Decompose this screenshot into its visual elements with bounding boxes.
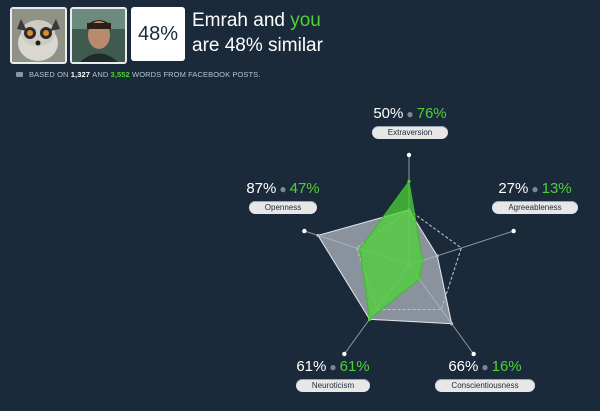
trait-label-openness[interactable]: Openness bbox=[248, 201, 318, 214]
series-friend-point-conscientiousness bbox=[450, 322, 454, 326]
trait-value-friend: 66% bbox=[448, 358, 479, 375]
and-word: and bbox=[253, 10, 285, 31]
axis-end-dot-conscientiousness bbox=[471, 351, 476, 357]
trait-neuroticism: 61% ● 61% Neuroticism bbox=[283, 358, 383, 393]
you-word: you bbox=[290, 10, 321, 31]
trait-value-user: 76% bbox=[416, 105, 447, 122]
trait-value-user: 16% bbox=[491, 358, 522, 375]
separator-dot: ● bbox=[406, 107, 414, 121]
axis-end-dot-neuroticism bbox=[342, 351, 347, 357]
separator-dot: ● bbox=[481, 360, 489, 374]
trait-openness: 87% ● 47% Openness bbox=[233, 180, 333, 215]
trait-value-user: 13% bbox=[541, 180, 572, 197]
trait-value-friend: 50% bbox=[373, 105, 404, 122]
trait-value-friend: 27% bbox=[498, 180, 529, 197]
trait-label-agreeableness[interactable]: Agreeableness bbox=[492, 201, 578, 214]
trait-label-extraversion[interactable]: Extraversion bbox=[371, 126, 449, 139]
trait-value-user: 47% bbox=[289, 180, 320, 197]
trait-value-friend: 87% bbox=[246, 180, 277, 197]
series-user-point-agreeableness bbox=[421, 258, 425, 263]
series-user-point-neuroticism bbox=[367, 317, 372, 321]
trait-label-conscientiousness[interactable]: Conscientiousness bbox=[435, 379, 535, 392]
basis-suffix: WORDS FROM FACEBOOK POSTS. bbox=[132, 70, 261, 79]
word-count-b: 3,552 bbox=[110, 70, 130, 79]
trait-conscientiousness: 66% ● 16% Conscientiousness bbox=[420, 358, 550, 393]
trait-agreeableness: 27% ● 13% Agreeableness bbox=[480, 180, 590, 215]
user-avatar[interactable] bbox=[70, 7, 127, 64]
separator-dot: ● bbox=[329, 360, 337, 374]
series-user-point-conscientiousness bbox=[417, 277, 421, 281]
separator-dot: ● bbox=[279, 182, 287, 196]
basis-prefix: BASED ON bbox=[29, 70, 69, 79]
axis-end-dot-openness bbox=[302, 228, 307, 234]
similarity-percent: 48% bbox=[137, 22, 179, 45]
trait-label-neuroticism[interactable]: Neuroticism bbox=[295, 379, 371, 392]
axis-end-dot-extraversion bbox=[406, 152, 412, 158]
series-friend-point-openness bbox=[316, 233, 320, 238]
basis-text: BASED ON 1,327 AND 3,552 WORDS FROM FACE… bbox=[16, 70, 260, 79]
trait-extraversion: 50% ● 76% Extraversion bbox=[360, 105, 460, 140]
axis-end-dot-agreeableness bbox=[511, 228, 516, 234]
similarity-percent-box: 48% bbox=[131, 7, 185, 61]
friend-name: Emrah bbox=[192, 10, 248, 31]
series-user-area bbox=[359, 180, 424, 321]
trait-value-user: 61% bbox=[339, 358, 370, 375]
friend-avatar[interactable] bbox=[10, 7, 67, 64]
similarity-headline: Emrah and you are 48% similar bbox=[192, 8, 323, 58]
series-user-point-extraversion bbox=[407, 179, 411, 183]
series-friend-point-agreeableness bbox=[435, 254, 439, 258]
chat-bubble-icon bbox=[16, 72, 23, 77]
similarity-sentence: are 48% similar bbox=[192, 35, 323, 56]
trait-value-friend: 61% bbox=[296, 358, 327, 375]
word-count-a: 1,327 bbox=[70, 70, 91, 79]
series-user-point-openness bbox=[358, 247, 362, 251]
basis-and: AND bbox=[92, 70, 109, 79]
separator-dot: ● bbox=[531, 182, 539, 196]
